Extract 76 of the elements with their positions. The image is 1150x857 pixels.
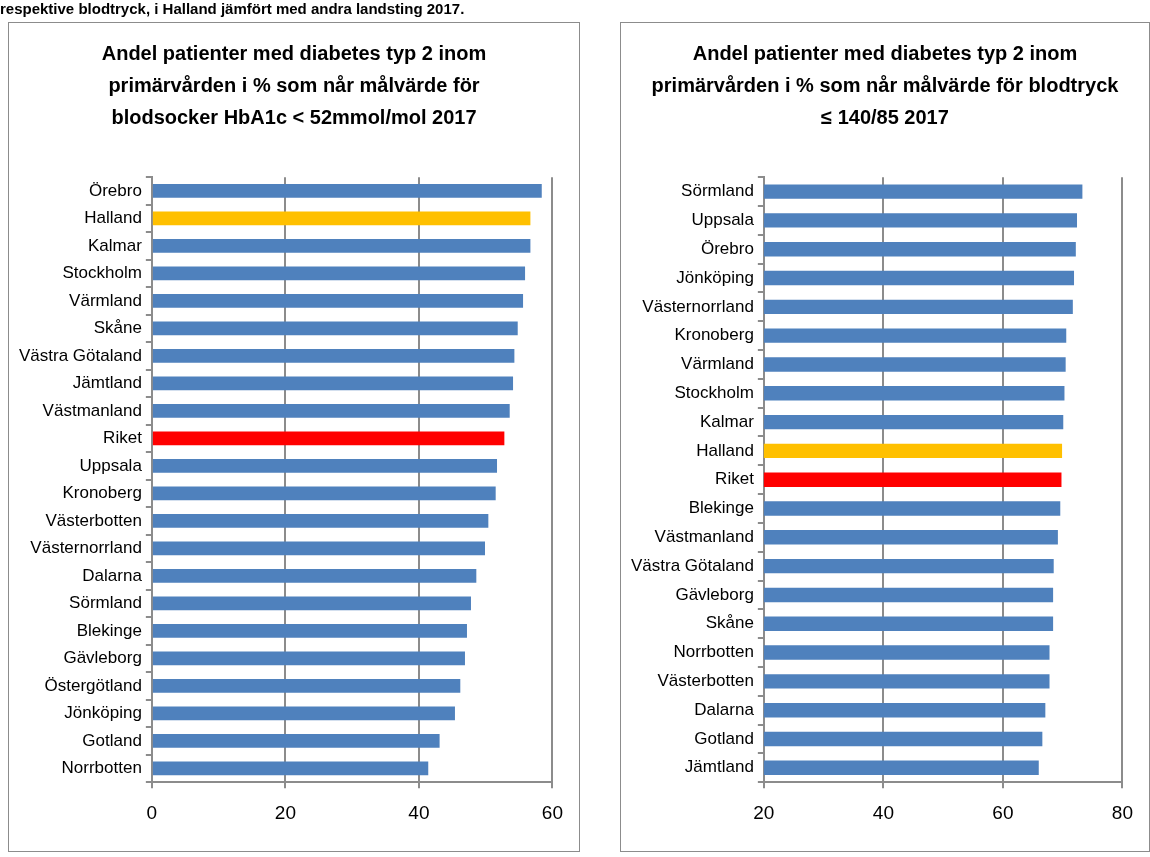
bar bbox=[152, 294, 524, 308]
y-tick-label: Västerbotten bbox=[657, 671, 754, 691]
x-tick-label: 40 bbox=[408, 801, 430, 823]
x-tick-label: 60 bbox=[541, 801, 563, 823]
y-tick-label: Dalarna bbox=[82, 565, 143, 585]
bar bbox=[152, 569, 477, 583]
y-tick-label: Stockholm bbox=[674, 382, 754, 402]
y-tick-label: Riket bbox=[103, 428, 143, 448]
bar bbox=[152, 596, 471, 611]
x-tick-label: 20 bbox=[753, 801, 775, 823]
x-tick-label: 80 bbox=[1111, 801, 1133, 823]
y-tick-label: Halland bbox=[84, 208, 142, 228]
y-tick-label: Jönköping bbox=[676, 267, 754, 287]
bar bbox=[152, 651, 465, 666]
y-tick-label: Norrbotten bbox=[673, 642, 754, 662]
bar bbox=[152, 266, 526, 281]
chart-title: Andel patienter med diabetes typ 2 inom primärvården i % som når målvärde för blodsocker HbA1c < 52mmol/mol 2017 bbox=[100, 41, 488, 130]
bar bbox=[152, 761, 429, 776]
bar bbox=[152, 376, 514, 391]
y-tick-label: Kalmar bbox=[87, 235, 143, 255]
y-tick-label: Västra Götaland bbox=[18, 345, 142, 365]
bar bbox=[152, 239, 531, 253]
y-tick-label: Västmanland bbox=[654, 527, 754, 547]
y-tick-label: Dalarna bbox=[694, 699, 755, 719]
y-tick-label: Gotland bbox=[82, 730, 142, 750]
bar bbox=[152, 706, 455, 721]
y-tick-label: Kronoberg bbox=[62, 483, 142, 503]
bar bbox=[152, 349, 515, 363]
bar bbox=[152, 734, 440, 748]
y-tick-label: Uppsala bbox=[79, 455, 143, 475]
y-tick-label: Örebro bbox=[700, 238, 754, 258]
y-tick-label: Gävleborg bbox=[675, 584, 754, 604]
y-tick-label: Blekinge bbox=[76, 620, 142, 640]
y-tick-label: Västerbotten bbox=[45, 510, 142, 530]
y-tick-label: Kronoberg bbox=[674, 325, 754, 345]
bar bbox=[152, 541, 485, 556]
y-tick-label: Kalmar bbox=[699, 411, 755, 431]
y-tick-label: Jämtland bbox=[72, 373, 142, 393]
y-tick-label: Riket bbox=[715, 469, 755, 489]
bar bbox=[152, 211, 531, 226]
x-tick-label: 20 bbox=[274, 801, 296, 823]
y-tick-label: Värmland bbox=[69, 290, 142, 310]
y-tick-label: Västernorrland bbox=[30, 538, 142, 558]
y-tick-label: Östergötland bbox=[44, 675, 142, 695]
y-tick-label: Örebro bbox=[88, 180, 142, 200]
x-tick-label: 60 bbox=[992, 801, 1014, 823]
bar bbox=[152, 184, 542, 198]
bar bbox=[152, 514, 489, 528]
bar bbox=[152, 486, 496, 501]
y-tick-label: Halland bbox=[696, 440, 754, 460]
bar bbox=[152, 679, 461, 693]
bar bbox=[152, 321, 518, 336]
bar bbox=[152, 404, 510, 418]
y-tick-label: Sörmland bbox=[681, 181, 754, 201]
y-tick-label: Skåne bbox=[705, 613, 754, 633]
y-tick-label: Skåne bbox=[93, 318, 142, 338]
y-tick-label: Västernorrland bbox=[642, 296, 754, 316]
y-tick-label: Stockholm bbox=[62, 263, 142, 283]
y-tick-label: Gotland bbox=[694, 728, 754, 748]
x-tick-label: 0 bbox=[146, 801, 158, 823]
y-tick-label: Norrbotten bbox=[61, 758, 142, 778]
y-tick-label: Värmland bbox=[681, 354, 754, 374]
bar bbox=[152, 624, 467, 638]
y-tick-label: Sörmland bbox=[69, 593, 142, 613]
bar bbox=[152, 459, 498, 473]
y-tick-label: Jönköping bbox=[64, 703, 142, 723]
y-tick-label: Gävleborg bbox=[63, 648, 142, 668]
y-tick-label: Västra Götaland bbox=[630, 555, 754, 575]
x-tick-label: 40 bbox=[872, 801, 894, 823]
y-tick-label: Jämtland bbox=[684, 757, 754, 777]
y-tick-label: Uppsala bbox=[691, 210, 755, 230]
y-tick-label: Västmanland bbox=[42, 400, 142, 420]
text: respektive blodtryck, i Halland jämfört med andra landsting 2017. bbox=[0, 0, 465, 17]
bar bbox=[152, 431, 505, 446]
y-tick-label: Blekinge bbox=[688, 498, 754, 518]
chart-title: Andel patienter med diabetes typ 2 inom primärvården i % som når målvärde för blodtryck ≤ 140/85 2017 bbox=[650, 41, 1120, 130]
